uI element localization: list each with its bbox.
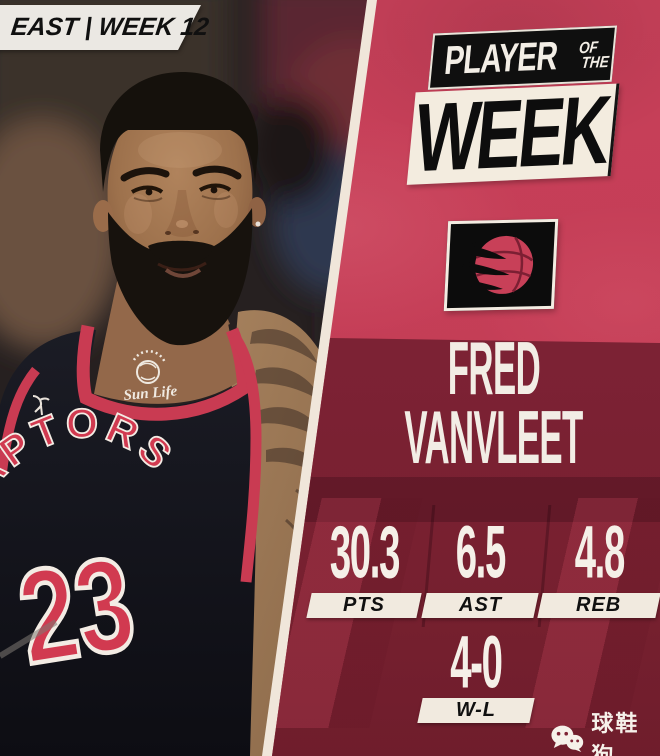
potw-player-label: PLAYER [442, 33, 560, 83]
stat-value: 4.8 [574, 510, 625, 594]
potw-week-label: WEEK [410, 75, 613, 193]
player-last-name: VANVLEET [404, 395, 584, 480]
record-block: 4-0 W-L [396, 620, 556, 723]
potw-the-label: THE [580, 53, 610, 73]
sun-life-logo: Sun Life [123, 350, 178, 404]
wechat-icon [551, 725, 584, 752]
raptors-claw-icon [461, 235, 534, 294]
jersey-number: 23 [10, 530, 144, 693]
east-week-badge: EAST | WEEK 12 [0, 5, 211, 50]
stat-rebounds: 4.8 REB [537, 510, 660, 618]
stat-label-bar: PTS [306, 593, 422, 618]
stat-points: 30.3 PTS [305, 510, 423, 618]
jumpman-logo [32, 395, 50, 416]
stat-value: 6.5 [455, 510, 506, 594]
team-logo-box [443, 218, 559, 312]
foreground-railing [0, 619, 58, 659]
stat-label-bar: REB [537, 593, 660, 618]
record-label-bar: W-L [417, 698, 535, 723]
player-of-the-week-logo: PLAYER OF THE WEEK [406, 23, 626, 193]
jersey-neck-trim [76, 324, 251, 421]
stat-assists: 6.5 AST [421, 510, 539, 618]
earring [255, 221, 261, 227]
hair [100, 72, 259, 192]
watermark: 球鞋狗 [550, 706, 660, 756]
jersey-armhole-trim-left [0, 366, 40, 473]
panel-dark-band [272, 477, 660, 522]
stat-label-bar: AST [421, 593, 539, 618]
player-head [93, 72, 266, 346]
potw-week-box: WEEK [406, 76, 620, 193]
player-name: FRED VANVLEET [333, 326, 655, 480]
jersey-armhole-trim-right [229, 332, 262, 583]
mouth [157, 261, 207, 272]
potw-of-the: OF THE [577, 39, 616, 73]
sponsor-text: Sun Life [123, 383, 178, 404]
record-value: 4-0 [450, 620, 503, 704]
player-first-name: FRED [447, 326, 541, 411]
stat-value: 30.3 [329, 510, 400, 594]
east-week-label: EAST | WEEK 12 [9, 13, 211, 41]
watermark-label: 球鞋狗 [591, 711, 640, 756]
stats-row: 30.3 PTS 6.5 AST 4.8 REB [305, 510, 660, 618]
